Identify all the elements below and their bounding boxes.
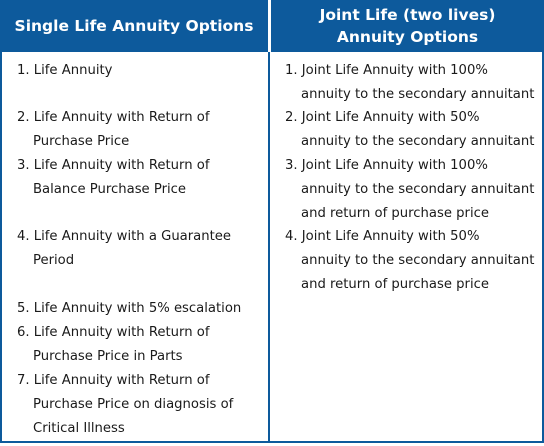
option-line: Purchase Price in Parts [33,349,183,364]
header-joint-life-title-line2: Annuity Options [336,28,479,46]
option-line: 3. Life Annuity with Return of [17,158,210,173]
header-joint-life: Joint Life (two lives) Annuity Options [271,0,544,52]
header-single-life-title: Single Life Annuity Options [14,17,254,35]
header-joint-life-title-line1: Joint Life (two lives) [319,6,496,24]
joint-life-option-2: 2. Joint Life Annuity with 50% annuity t… [285,106,534,154]
option-line: 4. Life Annuity with a Guarantee [17,229,232,244]
joint-life-option-4: 4. Joint Life Annuity with 50% annuity t… [285,225,534,297]
option-line: annuity to the secondary annuitant [301,134,535,149]
joint-life-option-1: 1. Joint Life Annuity with 100% annuity … [285,59,534,107]
option-line: 1. Joint Life Annuity with 100% [285,63,488,78]
option-line: Purchase Price [33,134,130,149]
option-line: Period [33,253,75,268]
single-life-option-7: 7. Life Annuity with Return of Purchase … [17,369,233,441]
option-line: 7. Life Annuity with Return of [17,373,210,388]
single-life-options-cell: 1. Life Annuity 2. Life Annuity with Ret… [0,52,270,443]
joint-life-option-3: 3. Joint Life Annuity with 100% annuity … [285,154,534,226]
header-divider [268,0,271,52]
option-line: 1. Life Annuity [17,63,113,78]
option-line: 3. Joint Life Annuity with 100% [285,158,488,173]
header-single-life: Single Life Annuity Options [0,0,268,52]
option-line: Critical Illness [33,421,125,436]
option-line: Purchase Price on diagnosis of [33,397,234,412]
option-line: Balance Purchase Price [33,182,187,197]
single-life-option-6: 6. Life Annuity with Return of Purchase … [17,321,210,369]
joint-life-options-cell: 1. Joint Life Annuity with 100% annuity … [269,52,544,443]
single-life-option-5: 5. Life Annuity with 5% escalation [17,297,241,321]
option-line: 2. Life Annuity with Return of [17,110,210,125]
option-line: annuity to the secondary annuitant [301,87,535,102]
single-life-option-2: 2. Life Annuity with Return of Purchase … [17,106,210,154]
option-line: and return of purchase price [301,206,489,221]
single-life-option-4: 4. Life Annuity with a Guarantee Period [17,225,231,273]
option-line: and return of purchase price [301,277,489,292]
option-line: 5. Life Annuity with 5% escalation [17,301,242,316]
single-life-option-1: 1. Life Annuity [17,59,112,83]
option-line: 6. Life Annuity with Return of [17,325,210,340]
option-line: 2. Joint Life Annuity with 50% [285,110,480,125]
option-line: annuity to the secondary annuitant [301,253,535,268]
option-line: annuity to the secondary annuitant [301,182,535,197]
single-life-option-3: 3. Life Annuity with Return of Balance P… [17,154,210,202]
option-line: 4. Joint Life Annuity with 50% [285,229,480,244]
